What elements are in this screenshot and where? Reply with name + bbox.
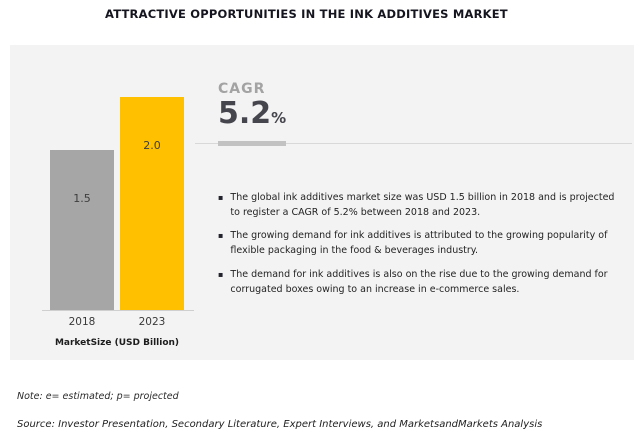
bullet-item: ▪ The global ink additives market size wa… [218, 191, 626, 220]
source-text: Source: Investor Presentation, Secondary… [17, 419, 543, 430]
cagr-label: CAGR [218, 81, 266, 97]
bullet-item: ▪ The growing demand for ink additives is… [218, 229, 626, 258]
note-text: Note: e= estimated; p= projected [17, 391, 179, 402]
chart-panel: 1.5 2.0 2018 2023 MarketSize (USD Billion)… [10, 45, 634, 360]
bullet-square-icon: ▪ [218, 231, 224, 241]
page-title: ATTRACTIVE OPPORTUNITIES IN THE INK ADDI… [105, 7, 508, 21]
divider-thick-line [218, 141, 286, 146]
x-axis-label-2018: 2018 [68, 316, 96, 328]
bullet-text: The growing demand for ink additives is … [230, 230, 608, 257]
bar-chart-plot: 1.5 2.0 [50, 97, 184, 310]
bar-value-label: 1.5 [73, 192, 91, 205]
bullet-list: ▪ The global ink additives market size wa… [218, 191, 626, 306]
percent-sign: % [271, 109, 287, 127]
cagr-value: 5.2% [218, 99, 286, 129]
bullet-square-icon: ▪ [218, 269, 224, 279]
divider-thin-line [195, 143, 632, 144]
x-axis-line [42, 310, 194, 311]
x-axis-label-2023: 2023 [138, 316, 166, 328]
bullet-text: The global ink additives market size was… [230, 192, 615, 218]
bar-2018: 1.5 [50, 150, 114, 310]
bar-2023: 2.0 [120, 97, 184, 310]
bullet-item: ▪ The demand for ink additives is also on… [218, 268, 626, 297]
x-axis-title: MarketSize (USD Billion) [54, 338, 180, 348]
cagr-underline [195, 141, 632, 146]
x-axis-labels: 2018 2023 [50, 316, 184, 328]
bullet-square-icon: ▪ [218, 193, 224, 202]
cagr-number: 5.2 [218, 96, 272, 131]
bar-value-label: 2.0 [143, 139, 161, 152]
bullet-text: The demand for ink additives is also on … [230, 268, 608, 295]
